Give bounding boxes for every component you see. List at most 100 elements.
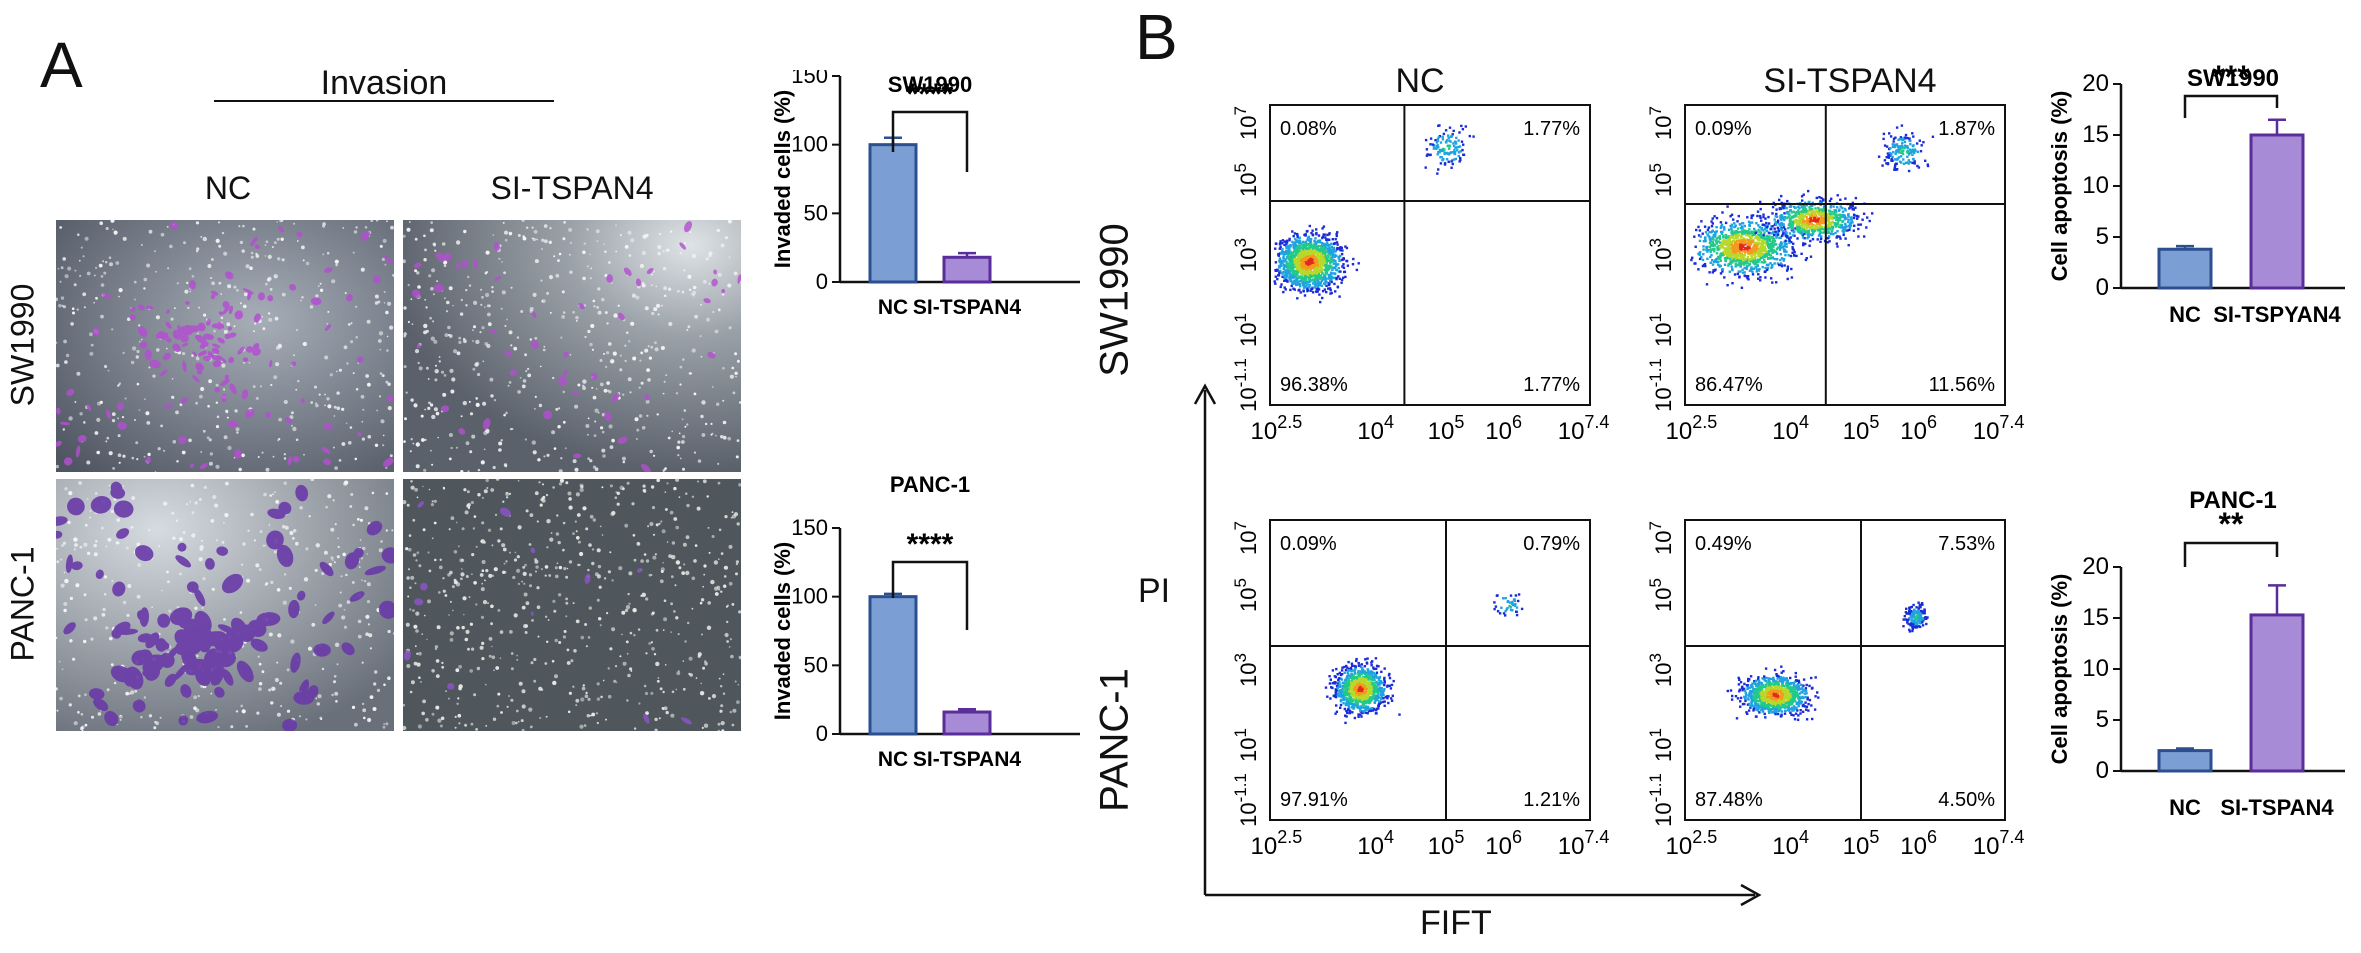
quadrant-q4-percent: 11.56% bbox=[1929, 374, 1996, 396]
x-tick-exponent: 6 bbox=[1512, 827, 1522, 847]
y-tick-exponent: 1 bbox=[1231, 728, 1250, 737]
flow-plot-sw1990-si: 0.09% 1.87% 86.47% 11.56% 10-1.1 101 103 105 107… bbox=[1646, 104, 2025, 445]
x-tick-exponent: 5 bbox=[1454, 827, 1464, 847]
y-tick-label: 5 bbox=[2096, 706, 2109, 733]
y-tick-exponent: -1.1 bbox=[1646, 773, 1665, 802]
micrograph-sw1990-si bbox=[403, 220, 741, 472]
chart-title: SW1990 bbox=[888, 72, 972, 97]
y-tick-label: 20 bbox=[2082, 70, 2109, 97]
y-tick-label: 105 bbox=[1646, 578, 1676, 612]
y-tick-label: 15 bbox=[2082, 604, 2109, 631]
plot-frame bbox=[1684, 519, 2006, 821]
micrograph-panc1-nc bbox=[56, 479, 394, 731]
x-tick-label: 106 bbox=[1900, 412, 1937, 445]
significance-bracket bbox=[2183, 541, 2279, 567]
y-tick-label: 10 bbox=[2082, 655, 2109, 682]
y-axis-label: Cell apoptosis (%) bbox=[2047, 91, 2072, 282]
y-tick-exponent: 3 bbox=[1231, 238, 1250, 247]
significance-bracket bbox=[891, 560, 969, 630]
flow-plot-sw1990-nc: 0.08% 1.77% 96.38% 1.77% 10-1.1 101 103 105 107 1… bbox=[1231, 104, 1609, 445]
quadrant-q3-percent: 87.48% bbox=[1695, 789, 1763, 811]
x-tick-label: 107.4 bbox=[1973, 412, 2025, 445]
y-tick-label: 100 bbox=[791, 584, 828, 609]
bar-si-tspyan4 bbox=[2249, 133, 2305, 290]
x-tick-exponent: 7.4 bbox=[1584, 412, 1609, 432]
x-tick-label: 106 bbox=[1900, 827, 1937, 860]
bar-nc bbox=[868, 143, 918, 284]
y-tick-exponent: 5 bbox=[1231, 578, 1250, 587]
y-tick-label: 15 bbox=[2082, 121, 2109, 148]
y-tick-label: 150 bbox=[791, 70, 828, 88]
x-tick-label: 106 bbox=[1485, 412, 1522, 445]
x-tick-exponent: 2.5 bbox=[1277, 827, 1302, 847]
col-label-si-b: SI-TSPAN4 bbox=[1763, 62, 1937, 100]
panel-b-letter: B bbox=[1135, 1, 1178, 73]
x-tick-exponent: 4 bbox=[1799, 827, 1809, 847]
chart-title: SW1990 bbox=[2187, 65, 2279, 92]
x-category-label: SI-TSPAN4 bbox=[2220, 795, 2334, 820]
y-tick-exponent: 3 bbox=[1231, 653, 1250, 662]
bar-chart-sw1990-apoptosis: SW1990 0 5 10 15 20 Cell apoptosis (%) NC SI-TSP… bbox=[2047, 60, 2345, 327]
y-tick-label: 0 bbox=[816, 269, 828, 294]
x-tick-label: 105 bbox=[1428, 827, 1465, 860]
bar-nc bbox=[868, 595, 918, 736]
y-tick-exponent: -1.1 bbox=[1231, 358, 1250, 387]
x-tick-exponent: 5 bbox=[1454, 412, 1464, 432]
y-tick-exponent: 5 bbox=[1646, 578, 1665, 587]
x-category-label: NC bbox=[2169, 795, 2201, 820]
x-tick-exponent: 2.5 bbox=[1277, 412, 1302, 432]
y-tick-label: 101 bbox=[1231, 313, 1261, 347]
y-tick-label: 50 bbox=[804, 200, 828, 225]
bar-nc bbox=[2157, 749, 2213, 773]
x-tick-label: 102.5 bbox=[1251, 412, 1303, 445]
y-tick-label: 107 bbox=[1231, 106, 1261, 140]
quadrant-q2-percent: 7.53% bbox=[1938, 533, 1995, 555]
x-tick-label: 107.4 bbox=[1558, 827, 1610, 860]
x-tick-exponent: 6 bbox=[1927, 827, 1937, 847]
quadrant-q2-percent: 1.77% bbox=[1523, 118, 1580, 140]
y-tick-exponent: -1.1 bbox=[1646, 358, 1665, 387]
y-tick-label: 101 bbox=[1646, 313, 1676, 347]
y-tick-label: 10-1.1 bbox=[1231, 358, 1261, 412]
plot-frame bbox=[1269, 519, 1591, 821]
quadrant-q1-percent: 0.09% bbox=[1695, 118, 1752, 140]
y-tick-label: 105 bbox=[1646, 163, 1676, 197]
y-axis-label: Invaded cells (%) bbox=[770, 90, 795, 269]
x-tick-exponent: 4 bbox=[1384, 412, 1394, 432]
x-tick-label: 106 bbox=[1485, 827, 1522, 860]
y-tick-exponent: 7 bbox=[1646, 521, 1665, 530]
y-tick-exponent: 7 bbox=[1646, 106, 1665, 115]
y-tick-label: 107 bbox=[1646, 106, 1676, 140]
significance-stars: ** bbox=[2219, 506, 2244, 542]
x-category-label: NC bbox=[2169, 302, 2201, 327]
y-tick-label: 0 bbox=[2096, 274, 2109, 301]
x-category-label: NC bbox=[878, 748, 908, 771]
bar-si-tspan4 bbox=[942, 255, 992, 284]
bar-chart-panc1-apoptosis: PANC-1 0 5 10 15 20 Cell apoptosis (%) NC SI-TSP… bbox=[2047, 487, 2345, 820]
x-tick-exponent: 6 bbox=[1512, 412, 1522, 432]
y-tick-label: 10 bbox=[2082, 172, 2109, 199]
chart-title: PANC-1 bbox=[2189, 487, 2277, 514]
x-tick-exponent: 2.5 bbox=[1692, 827, 1717, 847]
x-tick-exponent: 4 bbox=[1384, 827, 1394, 847]
y-tick-label: 105 bbox=[1231, 163, 1261, 197]
x-tick-exponent: 5 bbox=[1869, 412, 1879, 432]
invasion-underline bbox=[214, 100, 554, 102]
y-tick-label: 10-1.1 bbox=[1231, 773, 1261, 827]
x-tick-label: 104 bbox=[1357, 827, 1394, 860]
x-axis-label-fift: FIFT bbox=[1420, 904, 1492, 942]
x-tick-exponent: 7.4 bbox=[1999, 827, 2024, 847]
x-tick-exponent: 2.5 bbox=[1692, 412, 1717, 432]
y-tick-label: 107 bbox=[1646, 521, 1676, 555]
significance-stars: **** bbox=[907, 528, 954, 561]
col-label-si-a: SI-TSPAN4 bbox=[490, 170, 654, 206]
row-label-sw1990-b: SW1990 bbox=[1092, 223, 1137, 377]
x-tick-label: 104 bbox=[1772, 412, 1809, 445]
x-category-label: SI-TSPAN4 bbox=[913, 748, 1021, 771]
y-axis-label: Invaded cells (%) bbox=[770, 542, 795, 721]
x-tick-label: 104 bbox=[1772, 827, 1809, 860]
y-tick-exponent: -1.1 bbox=[1231, 773, 1250, 802]
micrograph-panc1-si bbox=[403, 479, 741, 731]
quadrant-q3-percent: 86.47% bbox=[1695, 374, 1763, 396]
x-tick-exponent: 6 bbox=[1927, 412, 1937, 432]
